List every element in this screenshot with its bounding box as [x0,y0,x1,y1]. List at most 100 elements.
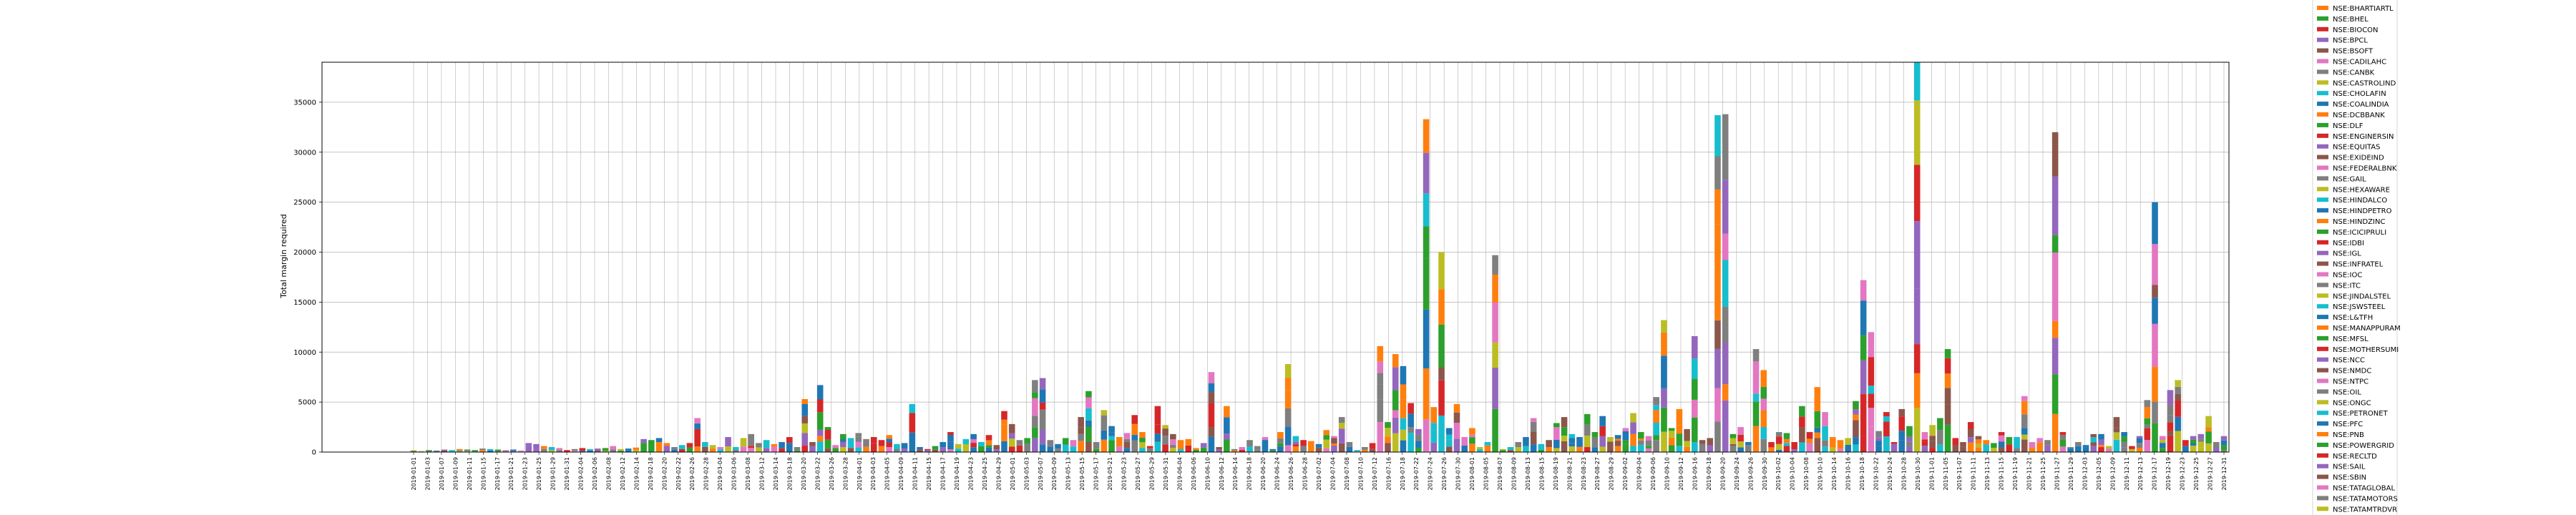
x-tick-label: 2019-10-02 [1775,457,1782,491]
bar-segment [1438,367,1445,381]
bar-segment [1760,370,1767,388]
legend-swatch [2317,325,2328,330]
bar-segment [940,442,946,448]
bar-segment [1392,390,1399,411]
bar-segment [1016,445,1023,452]
x-tick-label: 2019-06-14 [1232,457,1239,491]
bar-segment [556,448,562,451]
bar-segment [1392,410,1399,418]
bar-segment [1085,408,1092,421]
bar-segment [1078,433,1084,441]
bar-segment [1860,360,1867,395]
bar-segment [1354,450,1360,452]
legend-swatch [2317,208,2328,213]
bar-segment [1814,432,1821,438]
bar-segment [1791,449,1797,452]
y-tick-label: 35000 [293,99,316,107]
bar-segment [502,451,509,452]
bar-segment [970,433,977,439]
bar-segment [2136,438,2143,443]
bar-segment [763,440,770,448]
bar-segment [479,448,486,451]
bar-segment [1898,440,1906,452]
bar-segment [2014,448,2020,452]
x-tick-label: 2019-02-18 [648,457,654,491]
bar-segment [886,438,892,443]
bar-segment [1492,255,1498,275]
bar-segment [1492,342,1498,368]
bar-segment [2105,448,2112,452]
bar-segment [1284,390,1292,408]
x-tick-label: 2019-02-14 [633,457,640,491]
bar-segment [1614,435,1621,439]
bar-segment [602,448,609,451]
bar-segment [1799,406,1805,417]
bar-segment [947,449,954,452]
bar-segment [1783,446,1790,452]
bar-segment [2152,298,2158,324]
bar-segment [1039,409,1046,431]
bar-segment [2190,436,2197,440]
bar-series [410,62,2228,452]
bar-segment [2090,446,2097,452]
x-axis-ticks: 2019-01-01 2019-01-03 2019-01-07 2019-01-09… [411,452,2228,491]
x-tick-label: 2019-07-26 [1441,457,1448,491]
bar-segment [686,447,693,452]
x-tick-label: 2019-07-02 [1316,457,1322,491]
bar-segment [1024,438,1030,444]
bar-segment [1653,405,1659,411]
bar-segment [1714,156,1721,190]
bar-segment [847,438,854,448]
bar-segment [1722,180,1729,234]
bar-segment [1362,449,1368,452]
bar-segment [1576,446,1583,452]
legend-entry: NSE:NTPC [2333,378,2368,386]
bar-segment [1991,447,1997,452]
bar-segment [1806,438,1813,443]
bar-segment [1853,409,1859,415]
bar-segment [1032,427,1038,438]
bar-segment [694,423,701,429]
bar-segment [2159,448,2166,452]
bar-segment [2175,380,2181,387]
x-tick-label: 2019-04-01 [857,457,863,491]
bar-segment [978,442,985,446]
bar-segment [1860,280,1867,301]
legend-swatch [2317,48,2328,53]
bar-segment [1692,417,1698,443]
bar-segment [702,442,708,447]
bar-segment [756,443,762,448]
bar-segment [1430,442,1438,452]
bar-segment [663,443,670,446]
bar-segment [1929,448,1936,452]
bar-segment [1438,415,1445,452]
legend-entry: NSE:ENGINERSIN [2333,133,2394,141]
bar-segment [1561,417,1568,428]
bar-segment [2136,443,2143,448]
bar-segment [1062,438,1069,445]
bar-segment [426,451,432,452]
bar-segment [985,445,992,448]
bar-segment [1239,449,1246,452]
bar-segment [1729,446,1737,452]
legend-swatch [2317,229,2328,234]
legend-entry: NSE:TATAMOTORS [2333,495,2398,503]
x-tick-label: 2019-08-05 [1483,457,1490,491]
bar-segment [1676,433,1683,446]
legend-swatch [2317,485,2328,490]
bar-segment [1070,440,1077,447]
bar-segment [1453,438,1460,452]
legend-swatch [2317,400,2328,405]
bar-segment [564,450,570,451]
bar-segment [1921,446,1928,452]
bar-segment [1614,441,1621,446]
bar-segment [1561,441,1568,452]
bar-segment [525,443,532,446]
bar-segment [1668,428,1675,431]
bar-segment [1822,412,1828,426]
bar-segment [985,440,992,446]
bar-segment [2029,442,2036,448]
legend-entry: NSE:IDBI [2333,240,2364,247]
bar-segment [1799,416,1805,428]
bar-segment [840,441,847,448]
